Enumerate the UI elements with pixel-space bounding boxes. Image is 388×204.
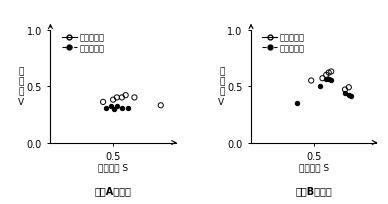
Point <box>125 106 131 110</box>
Text: 作業Bの場合: 作業Bの場合 <box>295 185 332 195</box>
Point <box>317 85 323 88</box>
X-axis label: 製品精度 S: 製品精度 S <box>299 162 329 171</box>
Point <box>123 94 129 97</box>
Point <box>111 108 118 111</box>
Point <box>114 105 120 109</box>
Point <box>319 77 326 80</box>
Legend: グループ１, グループ２: グループ１, グループ２ <box>262 32 306 54</box>
Point <box>119 96 125 100</box>
Point <box>328 79 334 83</box>
Point <box>323 74 329 77</box>
Point <box>346 94 352 97</box>
Point <box>119 106 125 110</box>
Point <box>114 96 120 100</box>
X-axis label: 製品精度 S: 製品精度 S <box>98 162 128 171</box>
Point <box>294 102 300 105</box>
Point <box>342 89 348 92</box>
Point <box>346 86 352 89</box>
Point <box>158 104 164 107</box>
Point <box>348 95 354 99</box>
Point <box>326 72 332 75</box>
Point <box>131 96 137 100</box>
Y-axis label: 能
力
値
V: 能 力 値 V <box>218 67 225 107</box>
Point <box>100 101 106 104</box>
Point <box>328 71 334 74</box>
Point <box>102 106 109 110</box>
Point <box>107 105 114 109</box>
Point <box>308 79 314 83</box>
Point <box>326 78 332 82</box>
Point <box>342 92 348 95</box>
Point <box>110 99 116 102</box>
Text: 作業Aの場合: 作業Aの場合 <box>95 185 132 195</box>
Legend: グループ１, グループ２: グループ１, グループ２ <box>61 32 105 54</box>
Y-axis label: 能
力
値
V: 能 力 値 V <box>18 67 24 107</box>
Point <box>323 78 329 82</box>
